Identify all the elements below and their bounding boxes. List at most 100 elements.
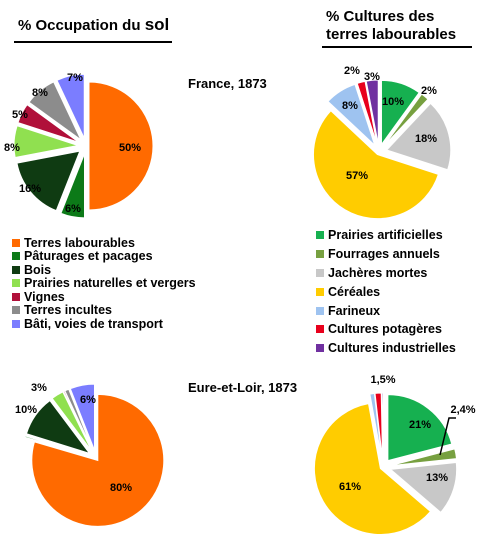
pie-slice: [69, 383, 96, 451]
legend-land-use-item: Terres incultes: [12, 303, 196, 318]
legend-crops-swatch: [316, 268, 324, 277]
pie-france-crops: 10% 2% 18% 57% 8% 2% 3%: [313, 65, 452, 220]
right-heading-line2: terres labourables: [326, 26, 457, 43]
legend-crops-item: Fourrages annuels: [316, 245, 456, 264]
pie-slice-label: 61%: [339, 481, 361, 493]
pie-slice-label: 21%: [409, 419, 431, 431]
leader-line: [439, 417, 456, 456]
pie-slice: [380, 79, 420, 146]
right-heading-line1: % Cultures des: [326, 8, 435, 25]
legend-land-use-label: Bâti, voies de transport: [24, 316, 163, 331]
legend-land-use-item: Vignes: [12, 290, 196, 304]
pie-eure-et-loir-land-use: 80% 10% 3% 6%: [15, 382, 165, 527]
legend-land-use-label: Terres incultes: [24, 303, 113, 318]
pie-slice: [365, 79, 379, 145]
chart-title-eure-et-loir: Eure-et-Loir, 1873: [188, 380, 298, 395]
legend-crops-swatch: [316, 344, 324, 353]
pie-slice: [383, 93, 429, 147]
pie-slice-label: 18%: [415, 133, 437, 145]
legend-land-use-label: Pâturages et pacages: [24, 249, 153, 264]
pie-slice: [369, 392, 383, 460]
pie-slice: [31, 393, 165, 527]
legend-land-use-item: Prairies naturelles et vergers: [12, 276, 196, 291]
legend-crops-item: Cultures industrielles: [316, 339, 456, 358]
legend-crops: Prairies artificielles Fourrages annuels J…: [316, 226, 456, 358]
legend-land-use-swatch: [12, 265, 20, 274]
right-heading: % Cultures des terres labourables: [326, 8, 480, 44]
legend-crops-label: Prairies artificielles: [328, 228, 443, 243]
legend-land-use-label: Bois: [24, 262, 52, 277]
legend-crops-swatch: [316, 306, 324, 315]
pie-slice: [356, 80, 378, 145]
pie-slice: [16, 150, 81, 212]
pie-slice: [327, 83, 376, 146]
legend-crops-label: Farineux: [328, 303, 381, 318]
legend-land-use-swatch: [12, 306, 20, 315]
pie-slice-label: 3%: [31, 382, 47, 394]
pie-slice-label: 8%: [342, 100, 358, 112]
legend-crops-item: Cultures potagères: [316, 320, 456, 339]
legend-land-use-label: Terres labourables: [24, 235, 135, 250]
legend-crops-item: Céréales: [316, 282, 456, 301]
legend-land-use-item: Pâturages et pacages: [12, 249, 196, 264]
pie-slice: [387, 394, 453, 462]
legend-land-use-item: Terres labourables: [12, 236, 196, 250]
legend-crops-swatch: [316, 287, 324, 296]
pie-slice: [17, 104, 80, 143]
pie-slice-label: 5%: [12, 109, 28, 121]
legend-crops-label: Céréales: [328, 284, 381, 299]
pie-slice-label: 1,5%: [370, 374, 395, 386]
legend-crops-swatch: [316, 231, 324, 240]
legend-crops-label: Cultures potagères: [328, 322, 442, 337]
legend-crops-swatch: [316, 250, 324, 259]
legend-land-use-swatch: [12, 252, 20, 261]
pie-slice-label: 16%: [19, 183, 41, 195]
pie-slice-label: 13%: [426, 472, 448, 484]
legend-land-use-swatch: [12, 279, 20, 288]
pie-slice: [25, 399, 91, 455]
pie-slice: [381, 392, 384, 460]
pie-slice-label: 10%: [382, 96, 404, 108]
left-heading-prefix: % Occupation du: [18, 17, 141, 34]
pie-slice-label: 6%: [80, 394, 96, 406]
left-heading-suffix: sol: [144, 15, 170, 34]
pie-slice: [385, 102, 452, 171]
legend-crops-item: Jachères mortes: [316, 264, 456, 283]
legend-land-use-label: Vignes: [24, 289, 65, 304]
legend-crops-swatch: [316, 325, 324, 334]
pie-france-land-use: 50% 6% 16% 8% 5% 8% 7%: [4, 72, 154, 219]
legend-land-use-swatch: [12, 319, 20, 328]
pie-slice-label: 10%: [15, 404, 37, 416]
legend-crops-item: Farineux: [316, 301, 456, 320]
right-heading-rule: [322, 46, 472, 48]
pie-slice-label: 2%: [344, 65, 360, 77]
pie-slice-label: 6%: [65, 203, 81, 215]
pie-slice-label: 50%: [119, 142, 141, 154]
legend-crops-label: Cultures industrielles: [328, 341, 456, 356]
pie-slice-label: 80%: [110, 482, 132, 494]
legend-land-use-item: Bois: [12, 263, 196, 277]
pie-slice-label: 8%: [4, 142, 20, 154]
pie-slice: [389, 461, 458, 514]
pie-slice: [64, 388, 94, 451]
pie-slice: [13, 125, 79, 159]
pie-slice: [28, 81, 82, 141]
pie-slice-label: 57%: [346, 170, 368, 182]
legend-crops-item: Prairies artificielles: [316, 226, 456, 245]
pie-slice-label: 2%: [421, 85, 437, 97]
legend-land-use-swatch: [12, 238, 20, 247]
pie-slice: [60, 153, 86, 219]
legend-land-use-item: Bâti, voies de transport: [12, 317, 196, 331]
legend-land-use-label: Prairies naturelles et vergers: [24, 276, 196, 291]
pie-slice-label: 2,4%: [450, 404, 475, 416]
pie-slice: [56, 73, 85, 139]
legend-crops-label: Fourrages annuels: [328, 247, 440, 262]
pie-slice-label: 7%: [67, 72, 83, 84]
pie-slice: [24, 435, 89, 457]
pie-slice-label: 3%: [364, 71, 380, 83]
pie-slice: [51, 391, 93, 452]
pie-slice: [313, 110, 439, 220]
pie-slice: [313, 402, 432, 535]
pie-slice-label: 8%: [32, 87, 48, 99]
